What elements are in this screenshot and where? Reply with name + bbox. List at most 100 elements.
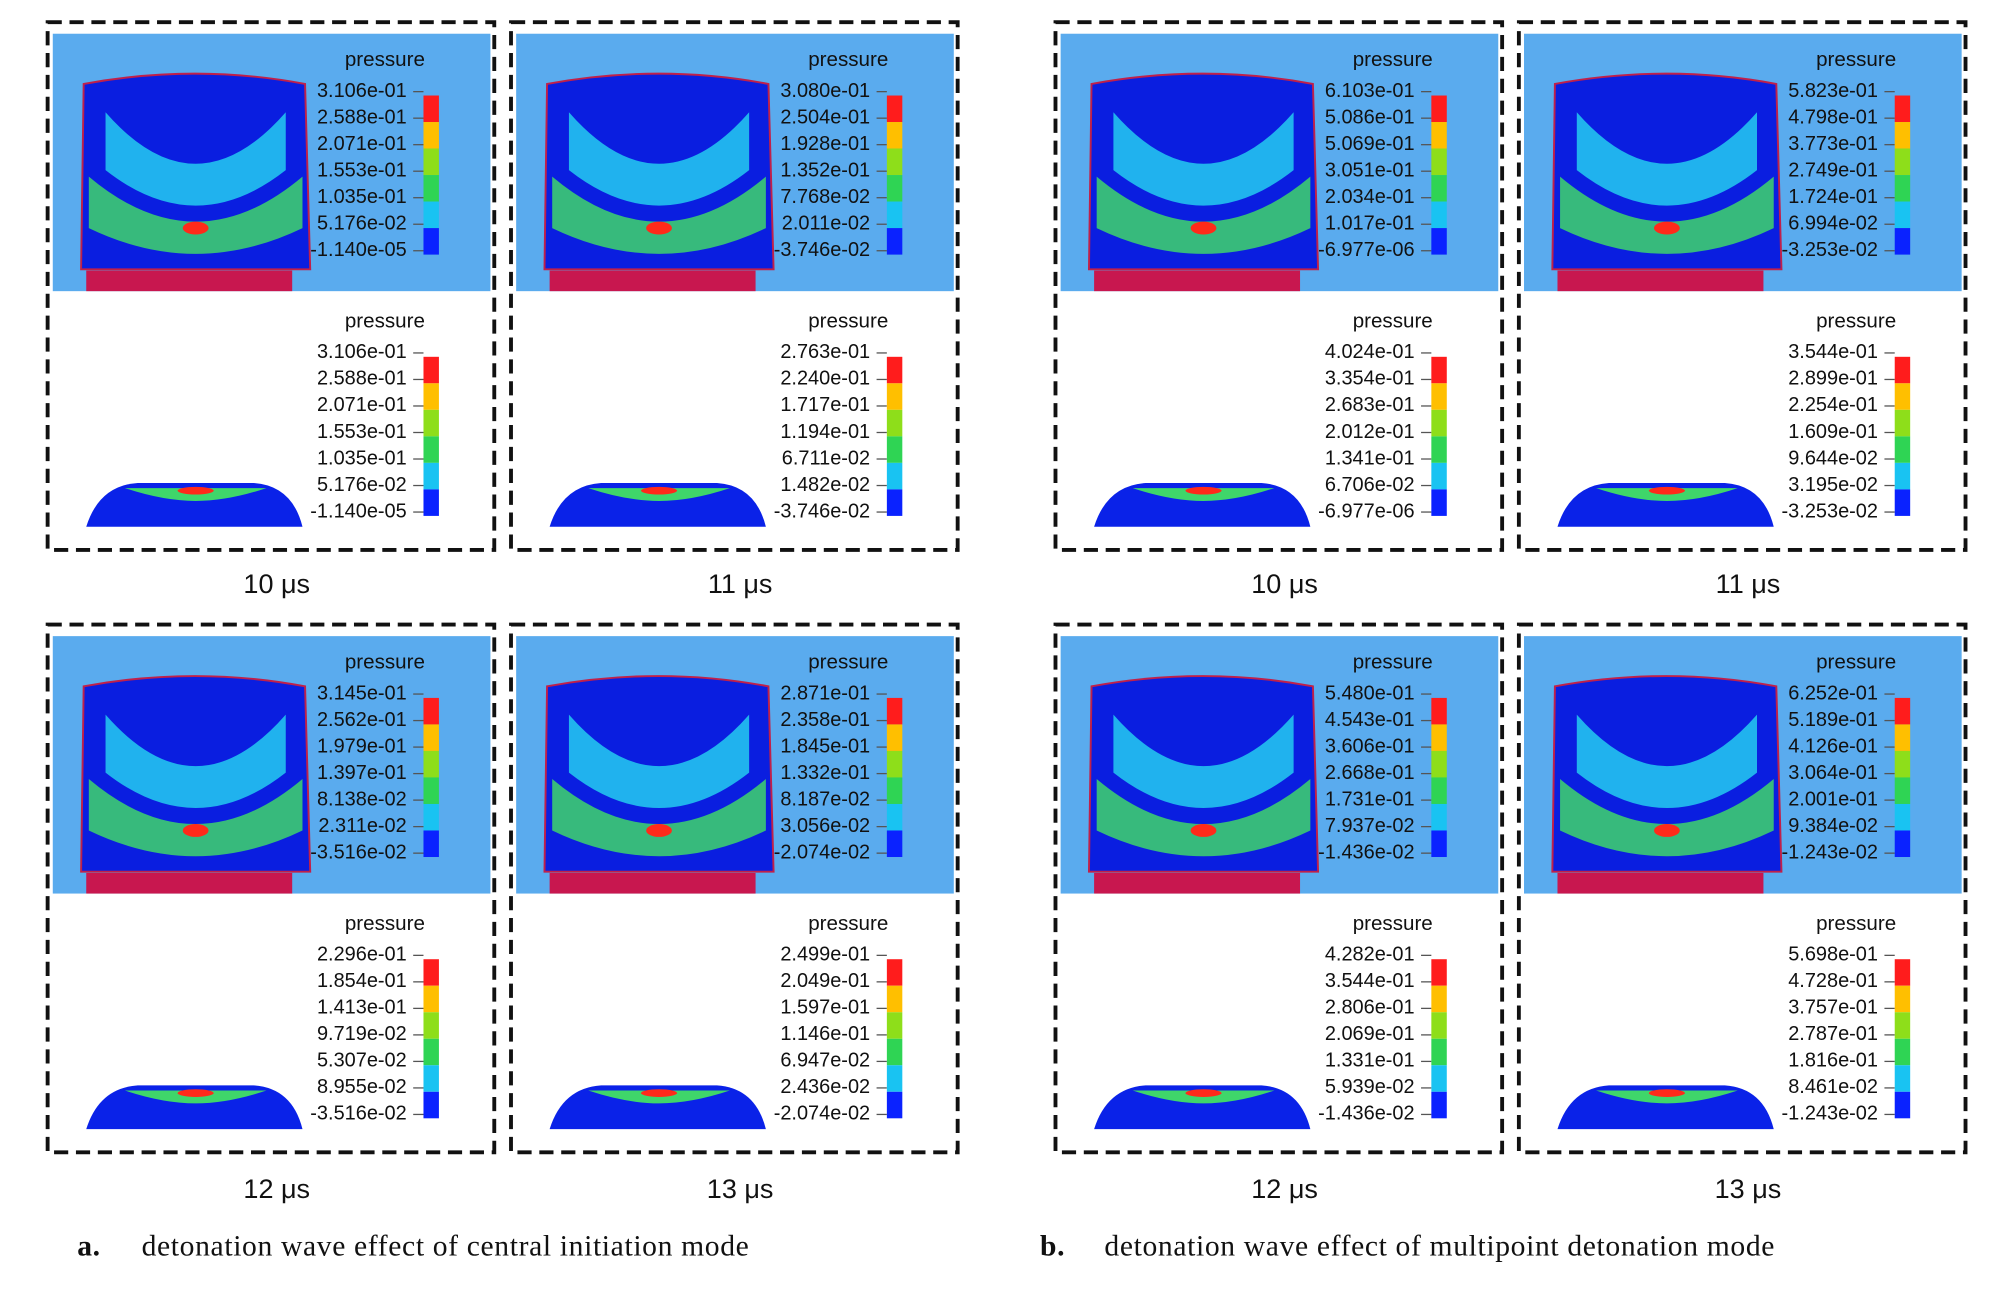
panel-border: [1053, 622, 1505, 1155]
time-label: 11 μs: [1716, 569, 1781, 599]
legend-value: 6.252e-01: [1788, 682, 1878, 704]
colorbar-segment: [1894, 122, 1911, 149]
colorbar-segment: [423, 489, 439, 516]
legend-value: 2.787e-01: [1788, 1023, 1878, 1045]
sim-dome-hotspot: [177, 1089, 214, 1097]
panel: pressure 3.106e-01 2.588e-01 2.071e-01 1.553…: [45, 20, 497, 552]
panel-border: [509, 622, 960, 1155]
colorbar-segment: [1894, 830, 1911, 858]
sim-wave: [1560, 176, 1774, 254]
legend-value: 1.482e-02: [780, 474, 870, 496]
legend-value: 1.553e-01: [317, 159, 407, 181]
colorbar-segment: [1431, 122, 1447, 149]
legend-value: 2.806e-01: [1325, 997, 1415, 1019]
colorbar-segment: [886, 959, 903, 986]
sim-wave-inner: [105, 714, 286, 808]
colorbar-segment: [1431, 1065, 1447, 1092]
colorbar-segment: [1431, 383, 1447, 410]
colorbar-segment: [886, 436, 903, 463]
legend-title: pressure: [345, 48, 425, 71]
legend-value: 1.609e-01: [1788, 421, 1878, 443]
legend-value: 3.051e-01: [1325, 159, 1415, 181]
sim-wave-inner: [1576, 714, 1757, 808]
sim-dome: [549, 1085, 766, 1130]
sim-dome: [549, 482, 766, 527]
legend-value: 3.544e-01: [1788, 341, 1878, 363]
legend-value: 2.071e-01: [317, 133, 407, 155]
legend-value: 8.138e-02: [317, 788, 407, 810]
colorbar-segment: [1431, 175, 1447, 202]
sim-hotspot: [1654, 824, 1680, 837]
panel-border: [45, 622, 497, 1155]
legend-value: 1.331e-01: [1325, 1050, 1415, 1072]
panel: pressure 2.871e-01 2.358e-01 1.845e-01 1.332…: [509, 622, 960, 1155]
colorbar-segment: [1894, 803, 1911, 831]
legend-title: pressure: [345, 309, 425, 332]
colorbar-segment: [1894, 697, 1911, 725]
colorbar-segment: [886, 697, 903, 725]
colorbar-segment: [1431, 830, 1447, 858]
sim-base: [1557, 872, 1764, 894]
sim-base: [1094, 872, 1301, 894]
colorbar-segment: [423, 1091, 439, 1119]
colorbar-segment: [886, 95, 903, 123]
legend-value: 4.126e-01: [1788, 735, 1878, 757]
sim-dome-hotspot: [1185, 486, 1222, 495]
sim-dome: [1094, 1085, 1311, 1130]
legend-value: -1.140e-05: [310, 500, 406, 522]
panel-border: [1516, 622, 1968, 1155]
colorbar-segment: [1431, 803, 1447, 831]
legend-value: 2.001e-01: [1788, 788, 1878, 810]
legend-value: 1.341e-01: [1325, 447, 1415, 469]
legend-value: -6.977e-06: [1318, 239, 1414, 261]
legend-title: pressure: [1353, 48, 1433, 71]
colorbar-segment: [1894, 1065, 1911, 1092]
legend-value: 1.553e-01: [317, 421, 407, 443]
legend-value: 7.937e-02: [1325, 815, 1415, 837]
colorbar-segment: [1431, 1091, 1447, 1119]
colorbar-segment: [423, 356, 439, 384]
colorbar-segment: [886, 830, 903, 858]
legend-value: 2.311e-02: [318, 815, 406, 837]
colorbar-segment: [886, 985, 903, 1013]
legend-value: 5.307e-02: [317, 1050, 407, 1072]
sim-dome-hotspot: [1648, 486, 1685, 495]
colorbar-segment: [1894, 95, 1911, 123]
legend-title: pressure: [1816, 48, 1896, 71]
legend-value: 1.731e-01: [1325, 788, 1415, 810]
colorbar-segment: [423, 122, 439, 149]
legend-value: -1.243e-02: [1782, 1103, 1878, 1125]
colorbar-segment: [1431, 985, 1447, 1013]
colorbar-segment: [886, 201, 903, 229]
legend-value: 3.106e-01: [317, 80, 407, 102]
time-label: 13 μs: [707, 1174, 774, 1204]
time-label: 10 μs: [243, 569, 310, 599]
sim-hotspot: [182, 824, 209, 837]
legend-value: 1.816e-01: [1788, 1050, 1878, 1072]
sim-base: [86, 872, 293, 894]
panel: pressure 3.145e-01 2.562e-01 1.979e-01 1.397…: [45, 622, 497, 1155]
legend-value: -3.516e-02: [310, 841, 406, 863]
time-label: 13 μs: [1715, 1174, 1782, 1204]
legend-value: 4.728e-01: [1788, 970, 1878, 992]
legend-value: -3.746e-02: [774, 239, 870, 261]
legend-value: 2.071e-01: [317, 394, 407, 416]
sim-wave: [552, 176, 766, 254]
colorbar-segment: [1431, 409, 1447, 437]
colorbar-segment: [886, 1012, 903, 1039]
colorbar-segment: [1894, 228, 1911, 255]
legend-value: -3.253e-02: [1782, 239, 1878, 261]
caption: detonation wave effect of central initia…: [142, 1231, 750, 1263]
sim-wave: [552, 779, 766, 857]
legend-title: pressure: [345, 912, 425, 935]
colorbar-segment: [886, 777, 903, 804]
legend-value: 7.768e-02: [780, 186, 870, 208]
colorbar-segment: [1894, 148, 1911, 176]
legend-value: 2.358e-01: [780, 709, 870, 731]
sim-dome: [1557, 1085, 1774, 1130]
sim-dome-hotspot: [641, 1089, 678, 1097]
colorbar-segment: [1431, 356, 1447, 384]
legend-value: 4.798e-01: [1788, 106, 1878, 128]
legend-value: 1.397e-01: [317, 762, 407, 784]
panel: pressure 5.823e-01 4.798e-01 3.773e-01 2.749…: [1516, 20, 1968, 552]
